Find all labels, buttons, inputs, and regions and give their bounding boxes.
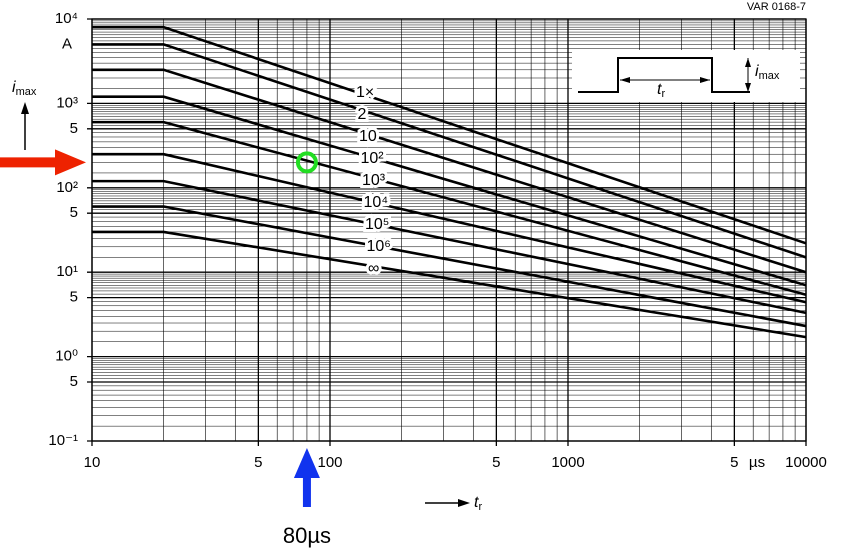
inset-width-label-sub: r xyxy=(661,88,665,100)
curve-label: 10 xyxy=(359,128,377,145)
y-axis-arrowhead xyxy=(21,102,29,114)
y-tick-label: 5 xyxy=(70,373,78,390)
x-axis-label-symbol: t xyxy=(474,494,479,511)
curve xyxy=(92,43,807,259)
curve-label: 2 xyxy=(358,106,367,123)
curve-label: 1× xyxy=(356,84,374,101)
curve-label: 10⁵ xyxy=(365,216,389,233)
inset-pulse xyxy=(578,57,750,93)
curve xyxy=(92,205,807,328)
inset-width-label: tr xyxy=(657,81,665,100)
inset-height-label-symbol: i xyxy=(755,63,759,80)
inset-height-label-sub: max xyxy=(759,70,780,82)
highlight-x-arrow xyxy=(293,448,320,507)
y-unit: A xyxy=(62,35,72,52)
y-axis-label-sub: max xyxy=(16,86,37,98)
y-axis-label-symbol: i xyxy=(12,79,16,96)
inset-arrowhead xyxy=(620,77,630,83)
y-tick-label: 5 xyxy=(70,289,78,306)
x-tick-label: 1000 xyxy=(551,454,584,471)
x-tick-label: 100 xyxy=(317,454,342,471)
y-tick-label: 10⁴ xyxy=(55,10,78,27)
curve xyxy=(92,25,807,245)
inset-arrowhead xyxy=(745,58,751,67)
curve-label: 10⁶ xyxy=(367,238,391,255)
x-axis-arrowhead xyxy=(458,499,470,507)
y-tick-label: 10¹ xyxy=(56,263,78,280)
x-tick-label: 5 xyxy=(254,454,262,471)
x-tick-label: 5 xyxy=(730,454,738,471)
inset-height-label: imax xyxy=(755,63,780,82)
inset-arrowhead xyxy=(700,77,710,83)
y-tick-label: 10² xyxy=(56,179,78,196)
highlight-label: 80µs xyxy=(283,523,331,548)
curve xyxy=(92,230,807,339)
curve xyxy=(92,68,807,274)
y-tick-label: 10⁰ xyxy=(55,348,78,365)
inset-arrowhead xyxy=(745,83,751,92)
curve-label: 10³ xyxy=(362,172,386,189)
curve-label: 10² xyxy=(361,150,385,167)
curve-label: 10⁴ xyxy=(364,194,389,211)
y-tick-label: 10⁻¹ xyxy=(48,432,78,449)
curve xyxy=(92,179,807,315)
highlight-circle xyxy=(295,151,318,174)
curve xyxy=(92,95,807,287)
x-axis-label: tr xyxy=(474,494,482,513)
x-tick-label: 10000 xyxy=(785,454,827,471)
curve xyxy=(92,120,807,297)
y-tick-label: 5 xyxy=(70,204,78,221)
curve-label: ∞ xyxy=(368,260,379,277)
x-unit: µs xyxy=(749,454,765,471)
y-axis-label: imax xyxy=(12,79,37,98)
y-tick-label: 5 xyxy=(70,120,78,137)
highlight-y-arrow xyxy=(0,149,86,176)
x-axis-label-sub: r xyxy=(478,501,482,513)
plot-frame xyxy=(91,18,807,442)
y-tick-label: 10³ xyxy=(56,94,78,111)
x-tick-label: 10 xyxy=(84,454,101,471)
curve xyxy=(92,152,807,304)
inset-width-label-symbol: t xyxy=(657,81,662,98)
x-tick-label: 5 xyxy=(492,454,500,471)
chart-code: VAR 0168-7 xyxy=(747,1,806,13)
